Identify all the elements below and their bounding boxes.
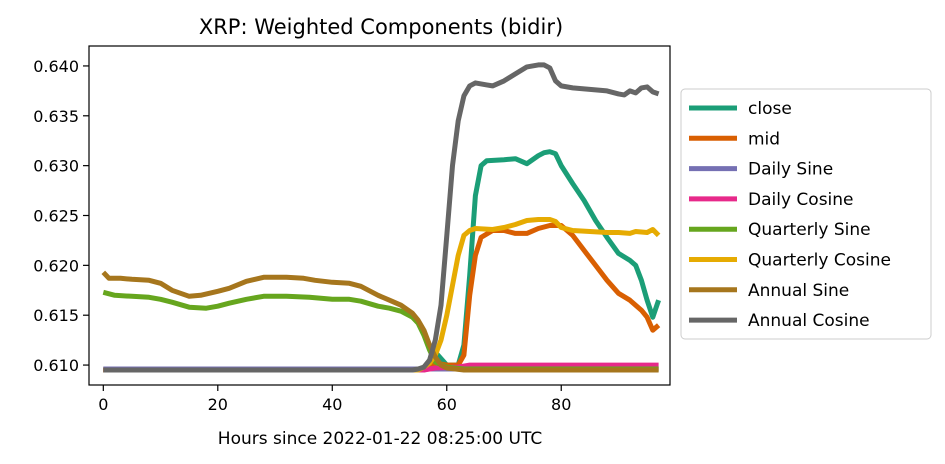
legend-label-daily-sine: Daily Sine	[748, 160, 833, 180]
y-tick-label: 0.625	[33, 207, 79, 226]
x-tick-label: 40	[322, 395, 342, 414]
legend-frame	[680, 88, 932, 340]
series-line-quarterly-cosine	[103, 217, 661, 373]
x-tick-label: 60	[437, 395, 457, 414]
plot-frame	[88, 45, 671, 386]
y-tick-label: 0.610	[33, 356, 79, 375]
x-axis: 0 20 40 60 80	[98, 385, 571, 414]
series-line-quarterly-sine	[102, 289, 659, 372]
chart-title: XRP: Weighted Components (bidir)	[199, 15, 563, 39]
y-tick-label: 0.620	[33, 256, 79, 275]
y-axis: 0.610 0.615 0.620 0.625 0.630 0.635 0.640	[33, 57, 89, 375]
y-tick-label: 0.615	[33, 306, 79, 325]
legend-label-annual-cosine: Annual Cosine	[748, 311, 870, 331]
legend-label-close: close	[748, 99, 792, 119]
plot-area	[101, 62, 661, 373]
legend-label-mid: mid	[748, 129, 780, 149]
series-line-close	[103, 149, 661, 373]
legend-label-quarterly-sine: Quarterly Sine	[748, 220, 871, 240]
legend-label-daily-cosine: Daily Cosine	[748, 190, 854, 210]
series-line-annual-cosine	[103, 62, 660, 373]
x-tick-label: 80	[551, 395, 571, 414]
legend-label-annual-sine: Annual Sine	[748, 281, 849, 301]
y-tick-label: 0.635	[33, 107, 79, 126]
legend-label-quarterly-cosine: Quarterly Cosine	[748, 251, 891, 271]
x-tick-label: 0	[98, 395, 108, 414]
legend: close mid Daily Sine Daily Cosine Quarterly …	[680, 88, 932, 340]
y-tick-label: 0.640	[33, 57, 79, 76]
x-axis-label: Hours since 2022-01-22 08:25:00 UTC	[218, 429, 542, 449]
x-tick-label: 20	[208, 395, 228, 414]
series-line-annual-sine	[101, 270, 659, 373]
y-tick-label: 0.630	[33, 157, 79, 176]
